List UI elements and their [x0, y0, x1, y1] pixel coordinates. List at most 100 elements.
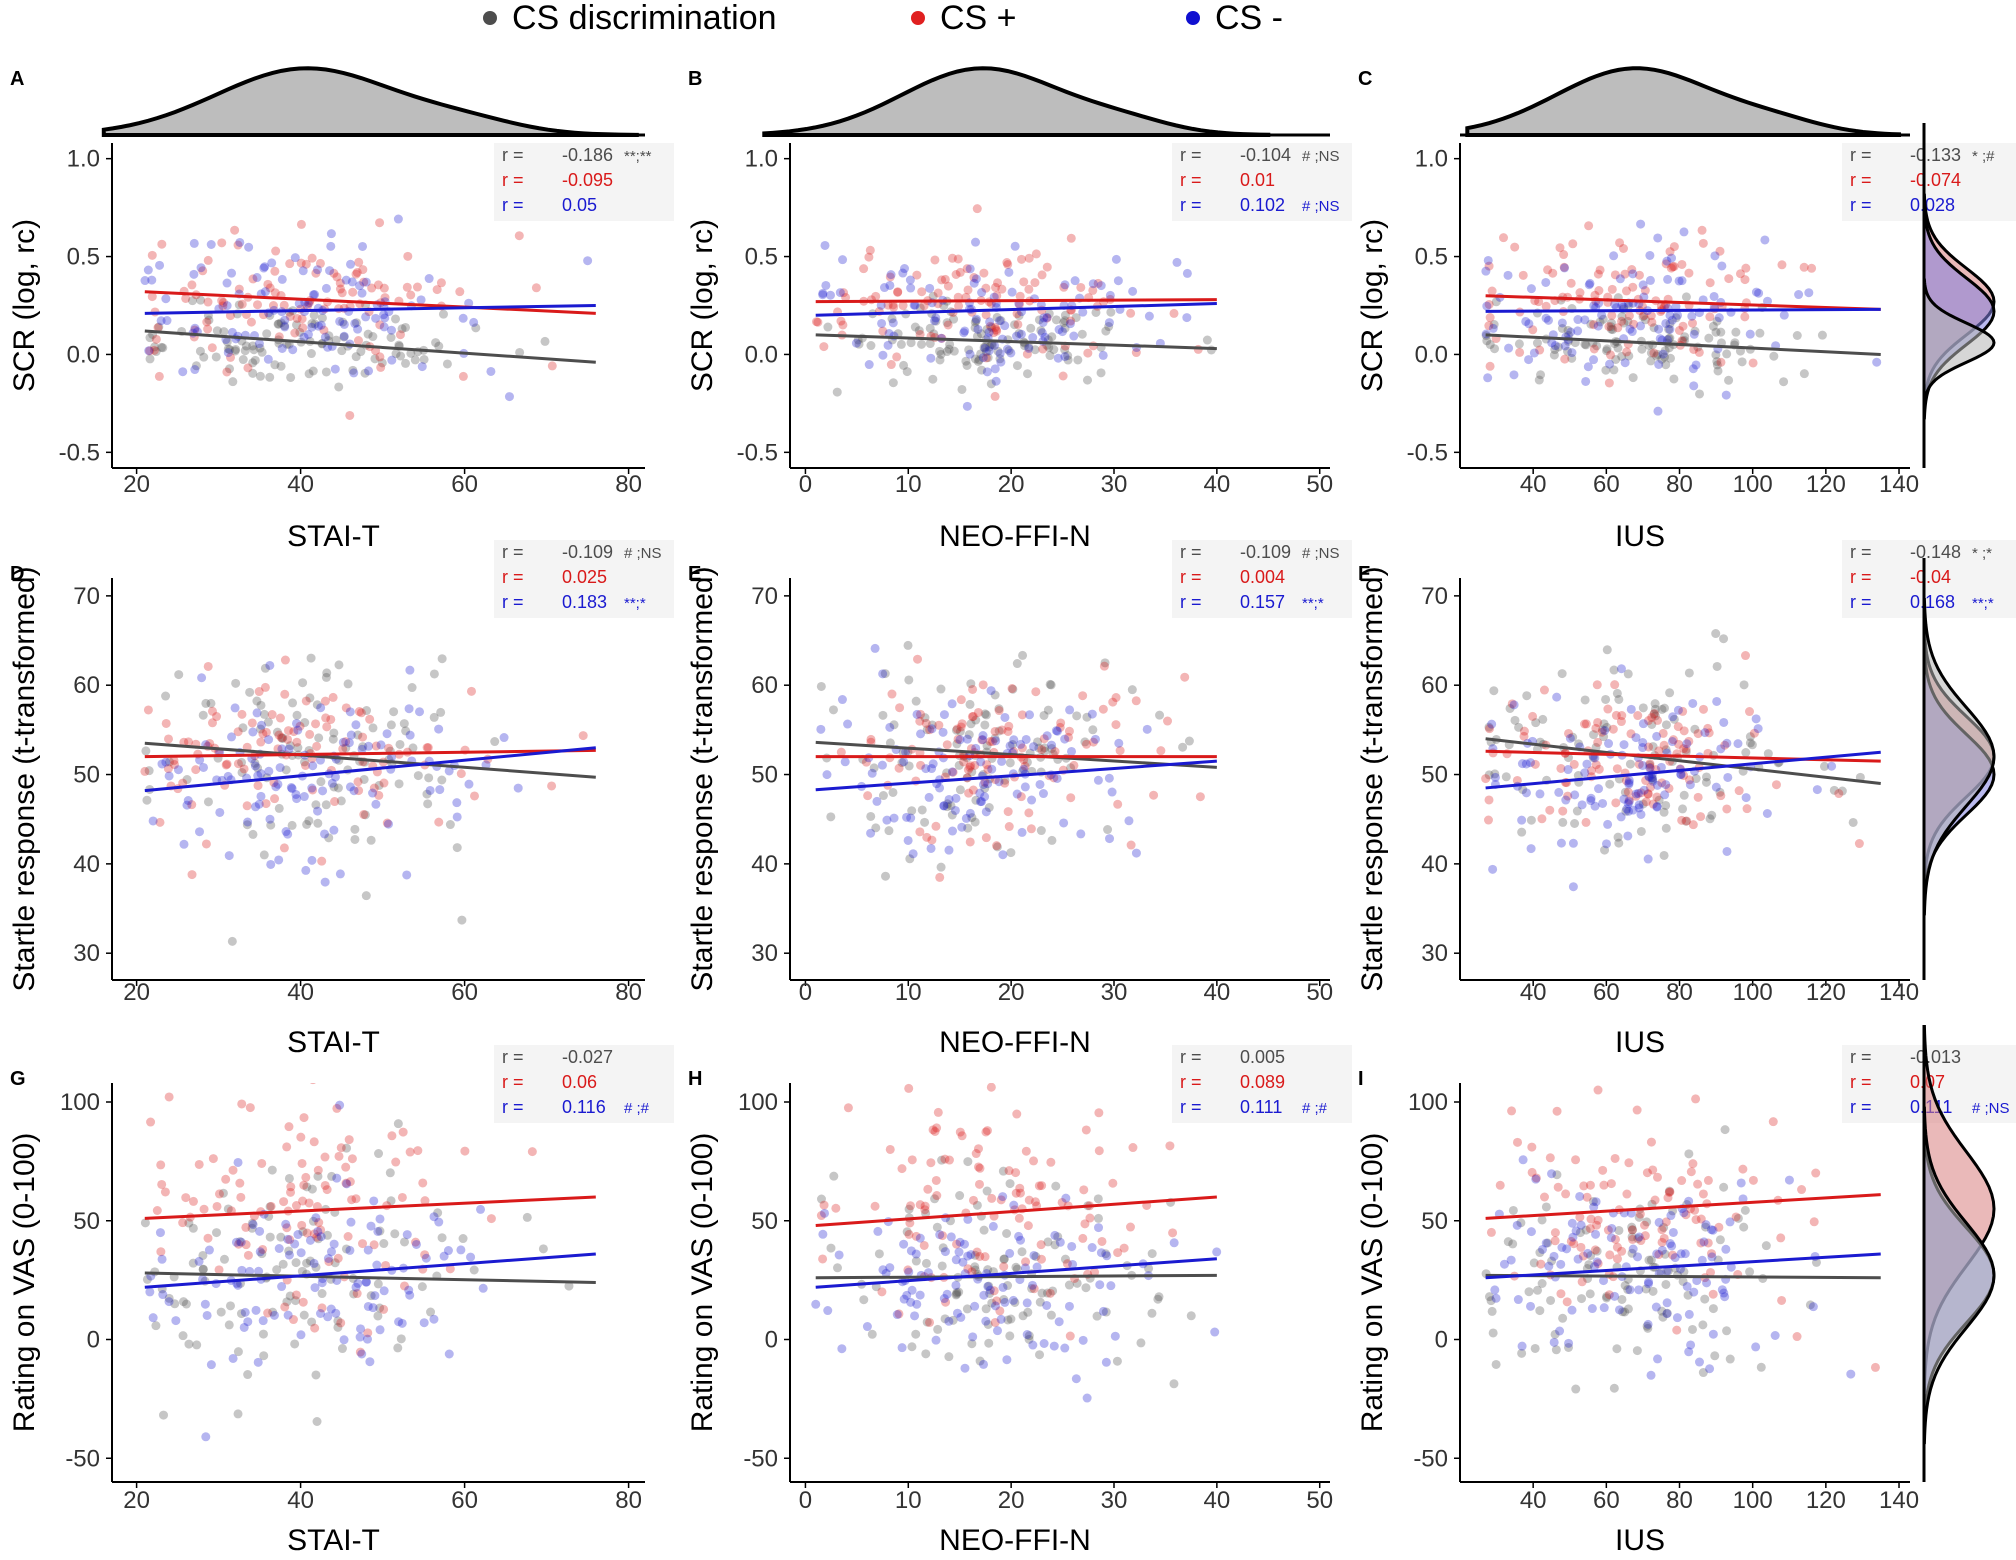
data-point: [366, 1291, 376, 1301]
data-point: [310, 319, 320, 329]
data-point: [999, 1295, 1009, 1305]
data-point: [304, 745, 314, 755]
y-tick-label: 70: [1421, 583, 1448, 610]
data-point: [435, 785, 445, 795]
data-point: [255, 1226, 265, 1236]
data-point: [967, 767, 977, 777]
data-point: [331, 335, 341, 345]
x-axis-label: IUS: [1615, 1524, 1665, 1557]
data-point: [1762, 808, 1772, 818]
data-point: [204, 315, 214, 325]
data-point: [260, 663, 270, 673]
data-point: [965, 699, 975, 709]
data-point: [259, 709, 269, 719]
data-point: [1524, 319, 1534, 329]
data-point: [323, 1253, 333, 1263]
data-point: [899, 757, 909, 767]
data-point: [298, 1297, 308, 1307]
data-point: [292, 314, 302, 324]
data-point: [151, 1321, 161, 1331]
data-point: [196, 263, 206, 273]
data-point: [928, 291, 938, 301]
data-point: [292, 320, 302, 330]
data-point: [1804, 288, 1814, 298]
data-point: [973, 1144, 983, 1154]
data-point: [199, 762, 209, 772]
data-point: [303, 299, 313, 309]
data-point: [326, 241, 336, 251]
data-point: [247, 718, 257, 728]
data-point: [1182, 268, 1192, 278]
data-point: [812, 317, 822, 327]
data-point: [1586, 319, 1596, 329]
x-tick-label: 80: [1666, 1487, 1693, 1514]
data-point: [223, 1204, 233, 1214]
data-point: [968, 684, 978, 694]
data-point: [1659, 1222, 1669, 1232]
data-point: [818, 1229, 828, 1239]
data-point: [985, 317, 995, 327]
data-point: [1723, 772, 1733, 782]
data-point: [164, 1092, 174, 1102]
r-label: r =: [1850, 542, 1872, 562]
data-point: [955, 1127, 965, 1137]
data-point: [1604, 1290, 1614, 1300]
data-point: [897, 1164, 907, 1174]
data-point: [970, 1301, 980, 1311]
data-point: [1504, 343, 1514, 353]
data-point: [250, 761, 260, 771]
data-point: [147, 292, 157, 302]
data-point: [1720, 740, 1730, 750]
r-value: 0.01: [1240, 170, 1275, 190]
data-point: [1628, 1244, 1638, 1254]
data-point: [1661, 1217, 1671, 1227]
y-tick-label: 1.0: [67, 146, 100, 173]
data-point: [142, 1274, 152, 1284]
data-point: [963, 285, 973, 295]
data-point: [155, 260, 165, 270]
data-point: [369, 1196, 379, 1206]
data-point: [161, 691, 171, 701]
data-point: [1799, 262, 1809, 272]
data-point: [1640, 286, 1650, 296]
data-point: [1689, 381, 1699, 391]
data-point: [411, 1237, 421, 1247]
data-point: [1115, 746, 1125, 756]
data-point: [1603, 819, 1613, 829]
x-tick-label: 120: [1806, 1487, 1846, 1514]
data-point: [301, 1172, 311, 1182]
data-point: [1698, 238, 1708, 248]
data-point: [813, 317, 823, 327]
data-point: [1557, 1242, 1567, 1252]
y-tick-label: 30: [73, 940, 100, 967]
data-point: [1581, 817, 1591, 827]
regression-line: [144, 748, 596, 759]
data-point: [946, 801, 956, 811]
data-point: [1541, 277, 1551, 287]
data-point: [269, 778, 279, 788]
data-point: [1577, 1277, 1587, 1287]
data-point: [971, 743, 981, 753]
data-point: [281, 827, 291, 837]
data-point: [1537, 1278, 1547, 1288]
data-point: [1093, 1194, 1103, 1204]
data-point: [444, 1349, 454, 1359]
data-point: [886, 360, 896, 370]
data-point: [1716, 327, 1726, 337]
data-point: [881, 871, 891, 881]
data-point: [1591, 760, 1601, 770]
data-point: [353, 1278, 363, 1288]
data-point: [971, 715, 981, 725]
data-point: [316, 703, 326, 713]
data-point: [932, 1222, 942, 1232]
data-point: [1633, 788, 1643, 798]
data-point: [300, 760, 310, 770]
data-point: [248, 829, 258, 839]
data-point: [1026, 824, 1036, 834]
data-point: [273, 319, 283, 329]
data-point: [1521, 759, 1531, 769]
data-point: [345, 782, 355, 792]
data-point: [1113, 799, 1123, 809]
data-point: [307, 855, 317, 865]
data-point: [396, 1334, 406, 1344]
